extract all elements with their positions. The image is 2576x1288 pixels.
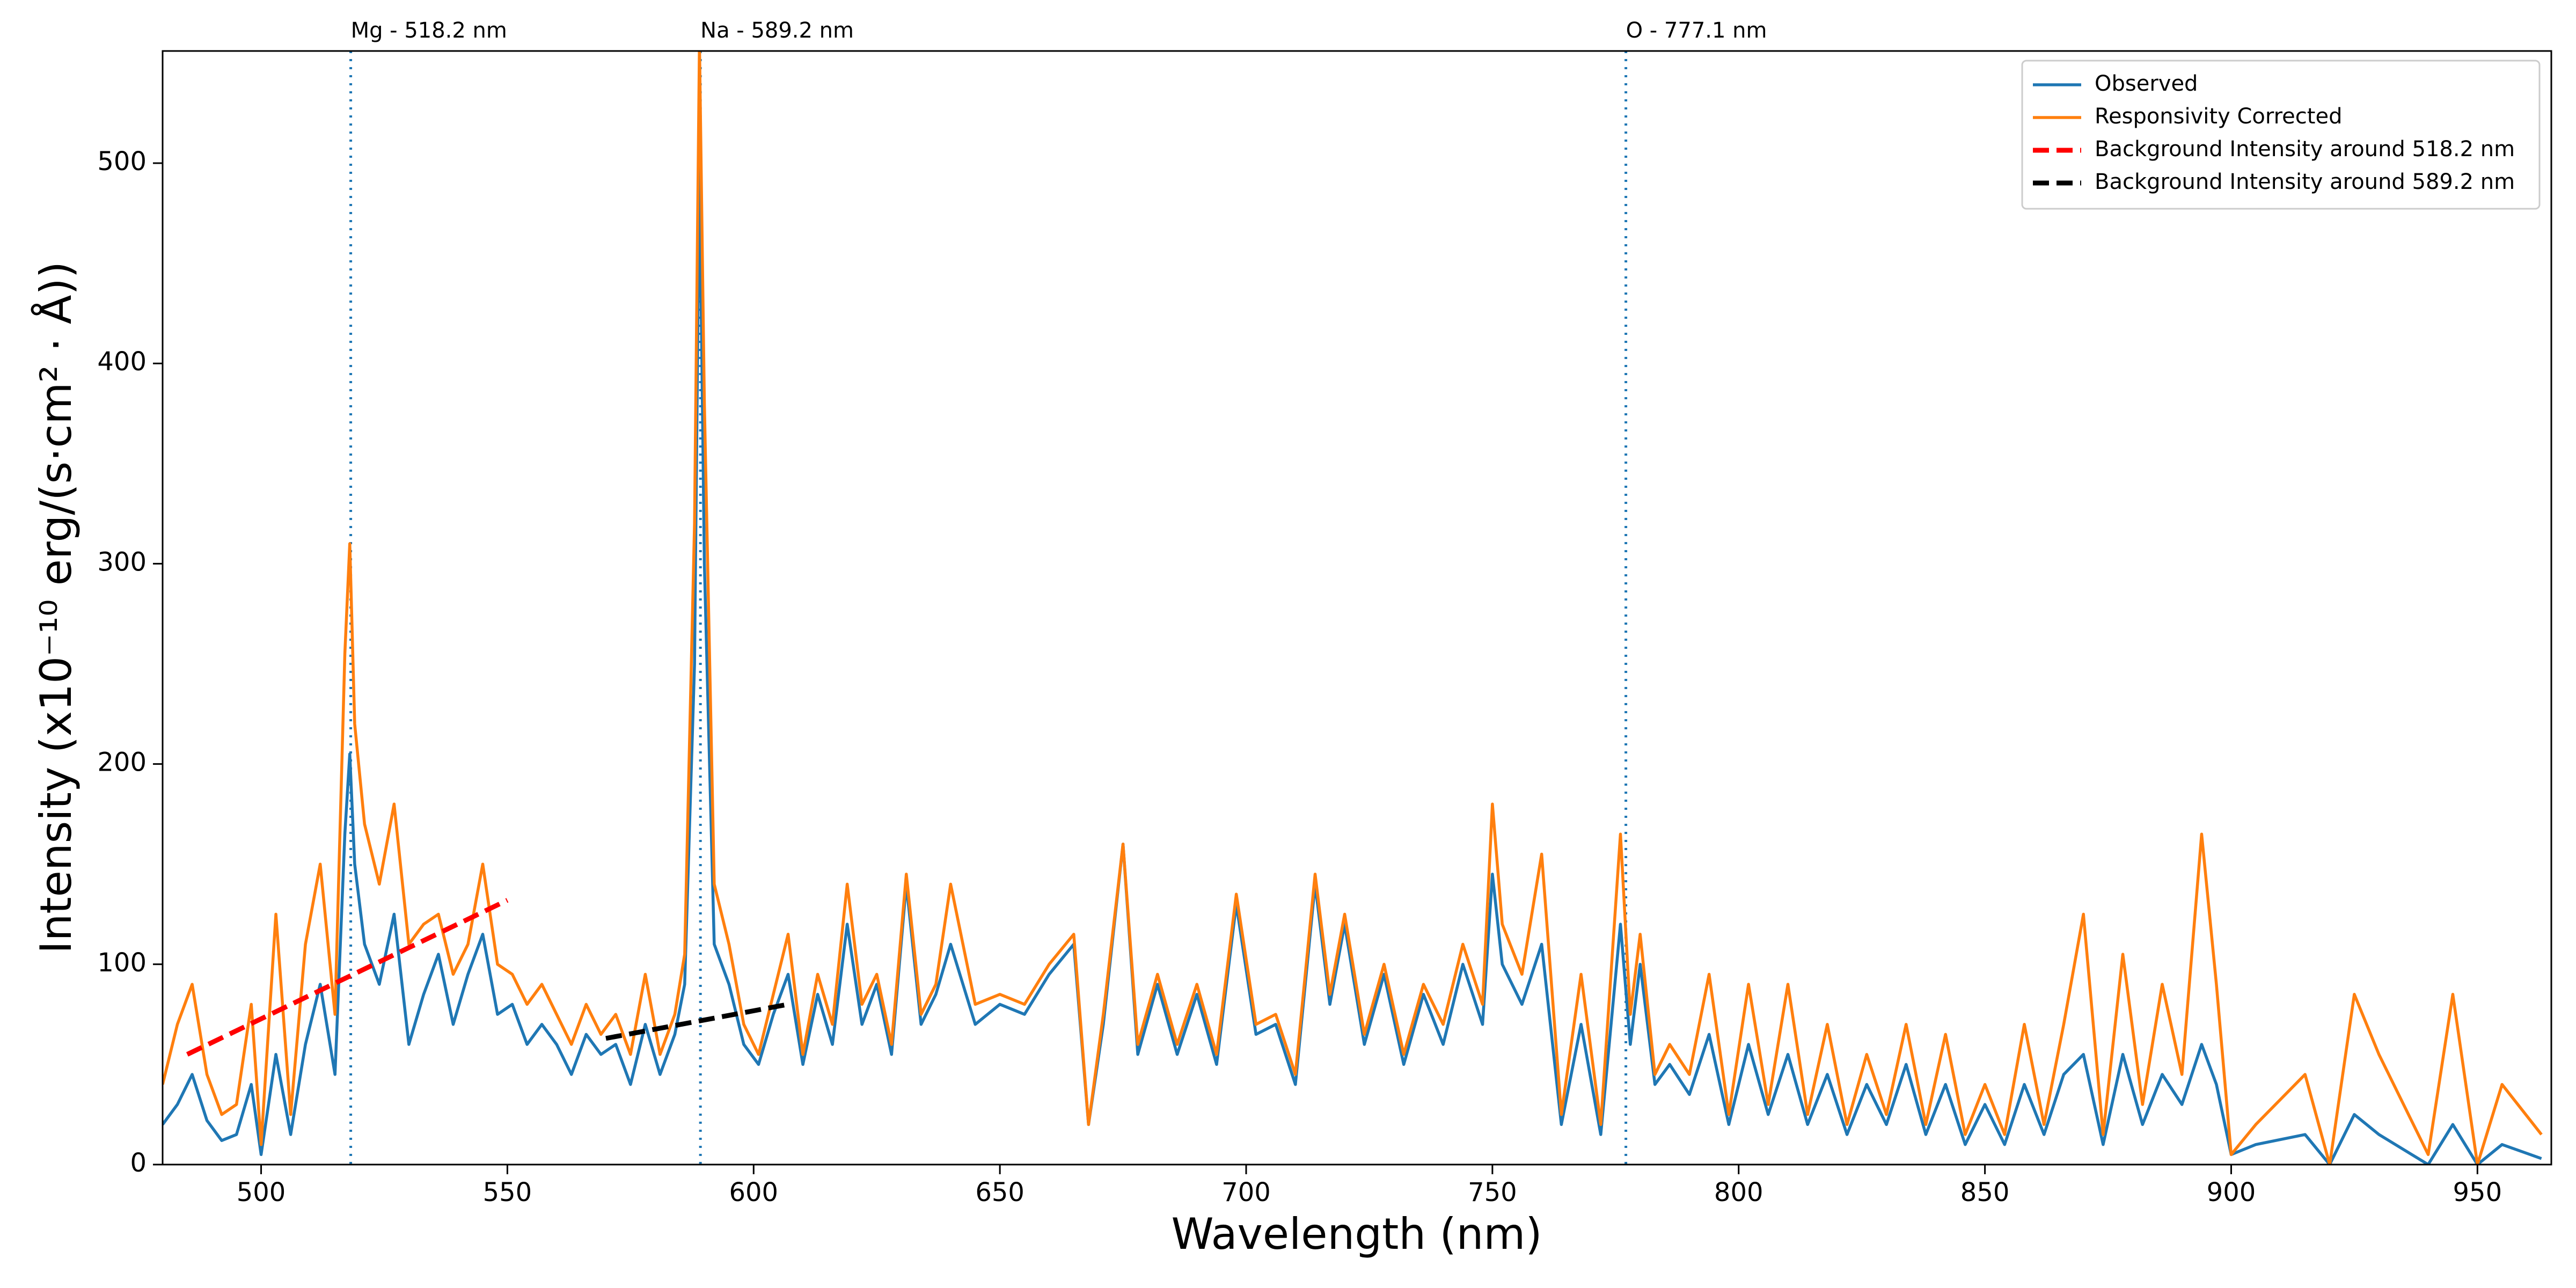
legend-label: Responsivity Corrected	[2095, 104, 2342, 129]
y-axis-label: Intensity (x10⁻¹⁰ erg/(s·cm² · Å))	[31, 261, 81, 954]
x-tick-label: 600	[729, 1177, 778, 1208]
x-tick-label: 900	[2207, 1177, 2256, 1208]
x-tick-label: 750	[1468, 1177, 1517, 1208]
series-line	[163, 51, 2543, 1165]
reference-label: Mg - 518.2 nm	[351, 18, 507, 43]
y-tick-label: 400	[97, 347, 147, 377]
series-line	[605, 1002, 789, 1041]
y-tick-label: 300	[97, 547, 147, 577]
y-tick-label: 200	[97, 748, 147, 778]
reference-label: Na - 589.2 nm	[700, 18, 854, 43]
y-tick-label: 500	[97, 147, 147, 177]
legend-label: Background Intensity around 589.2 nm	[2095, 170, 2515, 194]
y-tick-label: 100	[97, 948, 147, 978]
x-tick-label: 650	[975, 1177, 1024, 1208]
reference-label: O - 777.1 nm	[1626, 18, 1767, 43]
x-tick-label: 700	[1221, 1177, 1271, 1208]
x-tick-label: 500	[237, 1177, 286, 1208]
plot-area	[163, 51, 2543, 1165]
legend-box	[2021, 60, 2541, 210]
legend-label: Background Intensity around 518.2 nm	[2095, 137, 2515, 162]
plot-frame	[162, 50, 2552, 1166]
y-tick-label: 0	[130, 1148, 147, 1178]
legend-label: Observed	[2095, 71, 2198, 96]
x-tick-label: 800	[1714, 1177, 1763, 1208]
series-line	[186, 898, 509, 1057]
x-tick-label: 950	[2453, 1177, 2502, 1208]
legend: Observed Responsivity Corrected Background…	[2021, 60, 2541, 210]
x-axis-label: Wavelength (nm)	[1171, 1209, 1542, 1259]
x-tick-label: 850	[1960, 1177, 2010, 1208]
x-tick-label: 550	[483, 1177, 532, 1208]
series-line	[163, 162, 2542, 1165]
